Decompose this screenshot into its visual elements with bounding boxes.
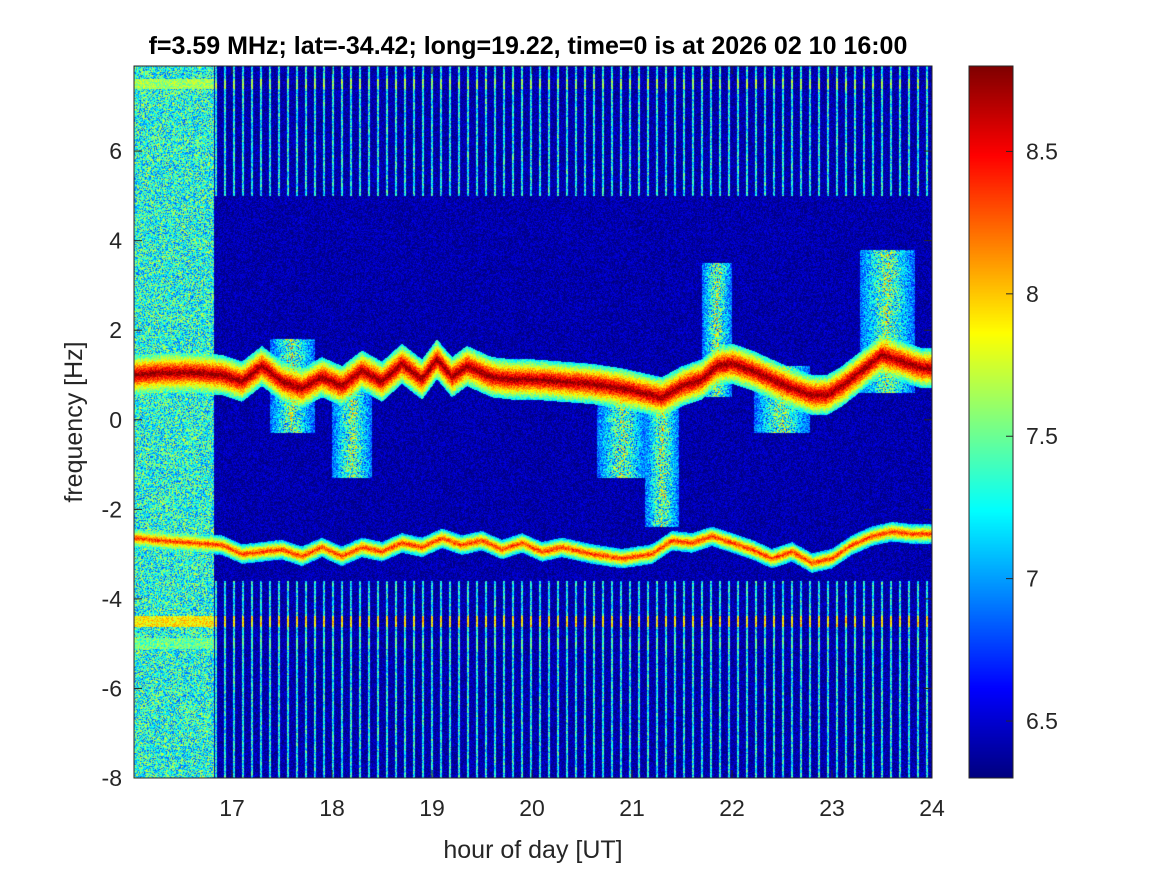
x-tick-label: 19: [419, 795, 445, 821]
x-axis-label: hour of day [UT]: [443, 836, 622, 864]
y-tick-label: -2: [102, 496, 122, 522]
colorbar: 6.5 7 7.5 8 8.5: [968, 65, 1058, 779]
x-tick-label: 22: [719, 795, 745, 821]
colorbar-gradient: [969, 66, 1013, 778]
y-tick-label: -8: [102, 765, 122, 791]
colorbar-tick-label: 8.5: [1026, 138, 1058, 164]
y-tick-label: 0: [109, 407, 122, 433]
colorbar-ticks: 6.5 7 7.5 8 8.5: [1006, 138, 1058, 734]
colorbar-tick-label: 6.5: [1026, 708, 1058, 734]
chart-title: f=3.59 MHz; lat=-34.42; long=19.22, time…: [149, 32, 908, 60]
x-tick-label: 17: [219, 795, 245, 821]
x-axis-ticks: 17 18 19 20 21 22 23 24: [219, 66, 945, 821]
plot-frame: [133, 65, 933, 779]
y-axis-label: frequency [Hz]: [60, 341, 88, 502]
x-tick-label: 20: [519, 795, 545, 821]
colorbar-tick-label: 7.5: [1026, 423, 1058, 449]
spectrogram-heatmap: [134, 66, 932, 778]
y-tick-label: -6: [102, 675, 122, 701]
x-tick-label: 21: [619, 795, 645, 821]
x-tick-label: 18: [319, 795, 345, 821]
y-tick-label: -4: [102, 586, 123, 612]
y-axis-ticks: -8 -6 -4 -2 0 2 4 6: [102, 138, 932, 791]
y-tick-label: 6: [109, 138, 122, 164]
x-tick-label: 24: [919, 795, 945, 821]
colorbar-tick-label: 7: [1026, 566, 1039, 592]
y-tick-label: 2: [109, 317, 122, 343]
colorbar-frame: [968, 65, 1014, 779]
x-tick-label: 23: [819, 795, 845, 821]
y-tick-label: 4: [109, 228, 122, 254]
colorbar-tick-label: 8: [1026, 281, 1039, 307]
